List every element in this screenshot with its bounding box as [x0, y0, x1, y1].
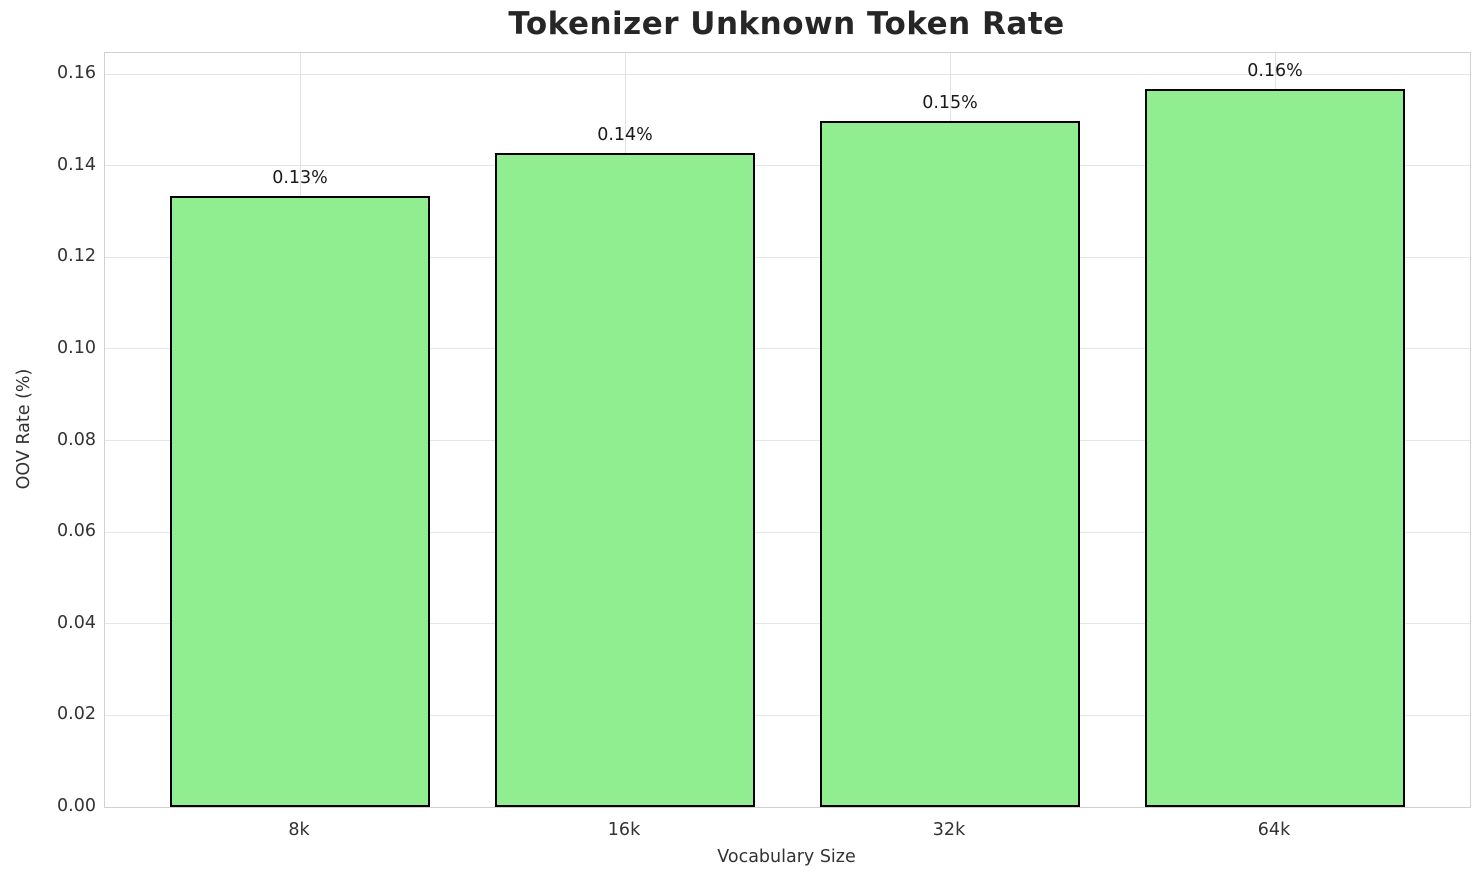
y-tick-label: 0.16 [57, 63, 96, 84]
bar-value-label: 0.13% [272, 167, 328, 188]
bar-32k [820, 121, 1080, 807]
bar-value-label: 0.15% [922, 93, 978, 114]
x-tick-label: 32k [932, 820, 966, 840]
y-tick-label: 0.12 [57, 246, 96, 267]
x-tick-label: 64k [1257, 820, 1291, 840]
y-gridline [105, 440, 1470, 442]
y-gridline [105, 165, 1470, 167]
chart-title: Tokenizer Unknown Token Rate [508, 6, 1065, 42]
y-gridline [105, 531, 1470, 533]
plot-area: 0.13% 0.14% 0.15% 0.16% [104, 52, 1471, 808]
bar-64k [1145, 89, 1405, 807]
bar-16k [495, 153, 755, 807]
y-gridline [105, 73, 1470, 75]
y-gridline [105, 256, 1470, 258]
y-gridline [105, 623, 1470, 625]
bar-value-label: 0.16% [1247, 61, 1303, 82]
y-tick-label: 0.00 [57, 796, 96, 816]
y-tick-label: 0.02 [57, 704, 96, 725]
x-tick-label: 16k [607, 820, 641, 840]
x-axis-label: Vocabulary Size [717, 847, 856, 867]
y-axis-label-text: OOV Rate (%) [14, 368, 34, 490]
bar-value-label: 0.14% [597, 125, 653, 146]
x-tick-label: 8k [288, 820, 310, 840]
y-tick-label: 0.10 [57, 337, 96, 358]
y-tick-label: 0.04 [57, 612, 96, 633]
y-tick-label: 0.06 [57, 521, 96, 542]
y-tick-label: 0.08 [57, 429, 96, 450]
y-gridline [105, 714, 1470, 716]
y-gridline [105, 348, 1470, 350]
y-tick-label: 0.14 [57, 154, 96, 175]
bar-8k [170, 195, 430, 807]
